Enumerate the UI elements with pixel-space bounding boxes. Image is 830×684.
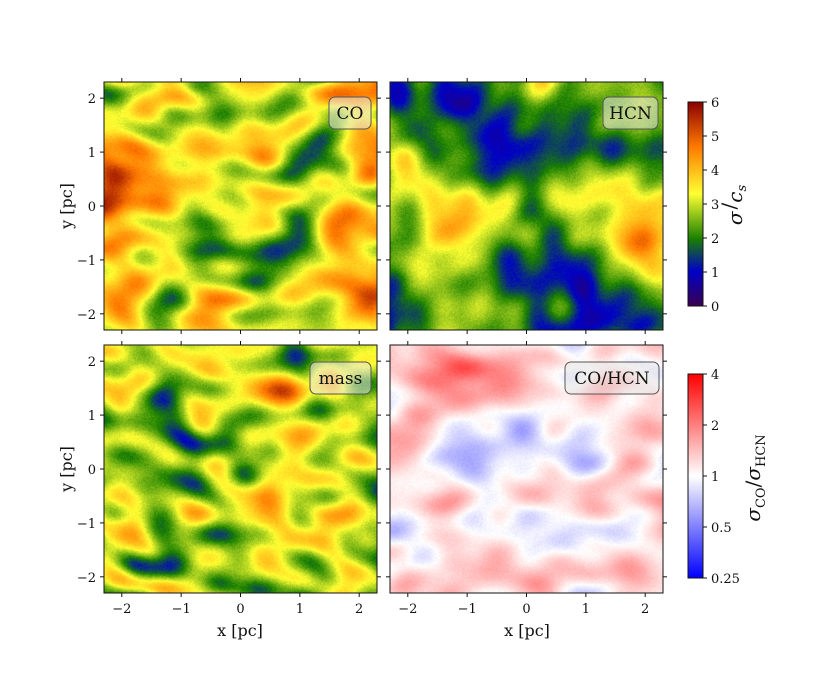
colorbar-tick-label: 0.25 xyxy=(711,572,740,587)
axis-ticks: −2 −1 0 1 2 −2 −1 0 1 2 −2 −1 0 1 2 −2 −1 0 1 2 xyxy=(77,78,667,617)
x-tick-label: −1 xyxy=(172,602,191,617)
x-tick-label: 2 xyxy=(641,602,649,617)
colorbar-tick-label: 2 xyxy=(711,232,719,247)
y-tick-label: −2 xyxy=(77,571,96,586)
y-tick-label: −1 xyxy=(77,517,96,532)
colorbar-ratio: 0.25 0.5 1 2 4 σCO/σHCN xyxy=(687,368,769,587)
x-tick-label: 1 xyxy=(582,602,590,617)
colorbar-tick-label: 4 xyxy=(711,368,719,383)
x-axis-label-right: x [pc] xyxy=(504,621,550,640)
x-tick-label: −2 xyxy=(112,602,131,617)
panel-label-hcn: HCN xyxy=(602,96,659,130)
svg-text:mass: mass xyxy=(319,369,363,389)
y-axis-label-bottom: y [pc] xyxy=(57,446,76,493)
panel-label-mass: mass xyxy=(309,361,372,395)
y-tick-label: 2 xyxy=(88,92,96,107)
colorbar-ratio-label: σCO/σHCN xyxy=(741,434,769,521)
colorbar-tick-label: 0.5 xyxy=(711,521,732,536)
svg-text:σ/cs: σ/cs xyxy=(717,185,750,226)
y-tick-label: 2 xyxy=(88,355,96,370)
svg-text:CO: CO xyxy=(337,104,364,124)
colorbar-tick-label: 6 xyxy=(711,96,719,111)
y-tick-label: −1 xyxy=(77,254,96,269)
colorbar-ratio-ticks: 0.25 0.5 1 2 4 xyxy=(703,368,740,587)
svg-text:HCN: HCN xyxy=(609,104,652,124)
colorbar-tick-label: 2 xyxy=(711,419,719,434)
colorbar-tick-label: 0 xyxy=(711,300,719,315)
x-axis-label-left: x [pc] xyxy=(217,621,263,640)
svg-text:σCO/σHCN: σCO/σHCN xyxy=(741,434,769,521)
colorbar-tick-label: 3 xyxy=(711,198,719,213)
y-tick-label: 1 xyxy=(88,409,96,424)
colorbar-tick-label: 1 xyxy=(711,470,719,485)
y-tick-label: 1 xyxy=(88,146,96,161)
colorbar-tick-label: 1 xyxy=(711,266,719,281)
colorbar-tick-label: 5 xyxy=(711,130,719,145)
y-tick-label: −2 xyxy=(77,308,96,323)
x-tick-label: 0 xyxy=(522,602,530,617)
y-tick-label: 0 xyxy=(88,463,96,478)
colorbar-sigma-cs: 0 1 2 3 4 5 6 σ/cs xyxy=(687,96,750,315)
x-tick-label: −2 xyxy=(398,602,417,617)
y-axis-label-top: y [pc] xyxy=(57,183,76,230)
x-tick-label: 0 xyxy=(236,602,244,617)
x-tick-label: 1 xyxy=(296,602,304,617)
colorbar-sigma-label: σ/cs xyxy=(717,185,750,226)
colorbar-tick-label: 4 xyxy=(711,164,719,179)
x-tick-label: −1 xyxy=(458,602,477,617)
svg-text:CO/HCN: CO/HCN xyxy=(574,369,650,389)
colorbar-sigma-ticks: 0 1 2 3 4 5 6 xyxy=(703,96,719,315)
panel-label-co: CO xyxy=(328,96,372,130)
panel-label-ratio: CO/HCN xyxy=(564,361,660,395)
y-tick-label: 0 xyxy=(88,200,96,215)
x-tick-label: 2 xyxy=(355,602,363,617)
